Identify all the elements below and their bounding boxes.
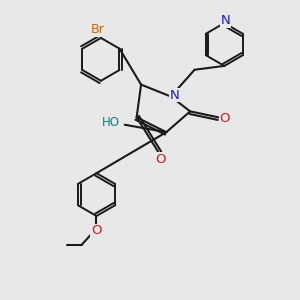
Text: N: N	[221, 14, 231, 27]
Text: N: N	[169, 88, 179, 101]
Text: O: O	[91, 224, 102, 237]
Text: HO: HO	[102, 116, 120, 129]
Text: O: O	[220, 112, 230, 125]
Text: O: O	[155, 153, 166, 166]
Text: Br: Br	[91, 23, 105, 36]
